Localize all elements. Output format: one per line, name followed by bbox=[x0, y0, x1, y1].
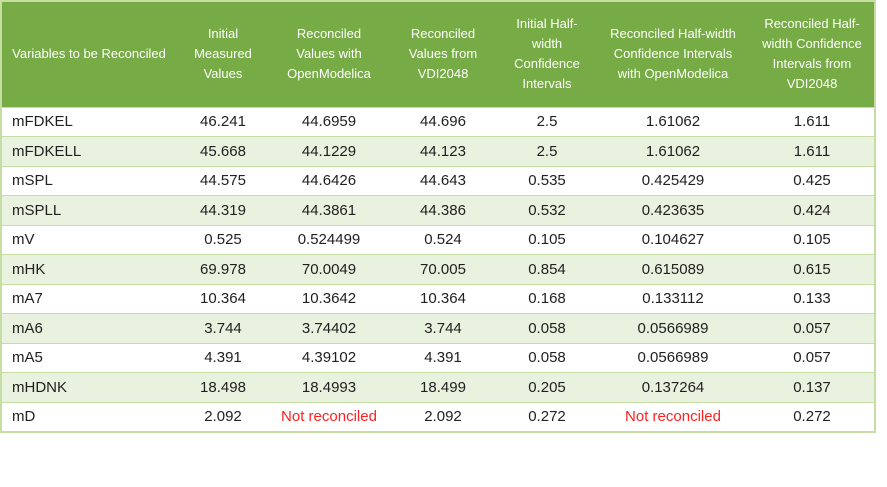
column-header-initial-measured: Initial Measured Values bbox=[176, 1, 270, 107]
value-cell: 0.137264 bbox=[596, 372, 750, 402]
value-cell: 0.423635 bbox=[596, 195, 750, 225]
value-cell: 0.532 bbox=[498, 195, 596, 225]
column-header-reconciled-vdi: Reconciled Values from VDI2048 bbox=[388, 1, 498, 107]
value-cell: 44.696 bbox=[388, 106, 498, 137]
value-cell: 0.105 bbox=[498, 224, 596, 255]
row-label-cell: mSPL bbox=[1, 165, 176, 196]
value-cell: 0.0566989 bbox=[596, 313, 750, 343]
value-cell: 0.205 bbox=[498, 372, 596, 402]
value-cell: 44.575 bbox=[176, 165, 270, 196]
value-cell: 10.364 bbox=[176, 283, 270, 314]
value-cell: 0.524499 bbox=[270, 224, 388, 255]
row-label-cell: mFDKELL bbox=[1, 136, 176, 166]
table-row: mSPL 44.575 44.6426 44.643 0.535 0.425429 0.42… bbox=[1, 165, 875, 196]
row-label-cell: mHK bbox=[1, 254, 176, 284]
value-cell: 18.499 bbox=[388, 372, 498, 402]
value-cell: 44.6959 bbox=[270, 106, 388, 137]
column-header-reconciled-om: Reconciled Values with OpenModelica bbox=[270, 1, 388, 107]
value-cell: 44.6426 bbox=[270, 165, 388, 196]
value-cell: 0.104627 bbox=[596, 224, 750, 255]
value-cell: 44.386 bbox=[388, 195, 498, 225]
value-cell: 70.005 bbox=[388, 254, 498, 284]
value-cell: 44.123 bbox=[388, 136, 498, 166]
value-cell: Not reconciled bbox=[270, 401, 388, 432]
value-cell: 1.611 bbox=[750, 136, 875, 166]
value-cell: 2.5 bbox=[498, 106, 596, 137]
value-cell: 0.854 bbox=[498, 254, 596, 284]
value-cell: 70.0049 bbox=[270, 254, 388, 284]
row-label-cell: mFDKEL bbox=[1, 106, 176, 137]
value-cell: 0.615089 bbox=[596, 254, 750, 284]
table-row: mA5 4.391 4.39102 4.391 0.058 0.0566989 0.057 bbox=[1, 342, 875, 373]
value-cell: 0.133 bbox=[750, 283, 875, 314]
value-cell: 1.611 bbox=[750, 106, 875, 137]
column-header-halfwidth-vdi: Reconciled Half-width Confidence Interva… bbox=[750, 1, 875, 107]
reconciliation-table: Variables to be Reconciled Initial Measu… bbox=[0, 0, 876, 433]
value-cell: 0.525 bbox=[176, 224, 270, 255]
value-cell: 0.272 bbox=[498, 401, 596, 432]
value-cell: 1.61062 bbox=[596, 106, 750, 137]
value-cell: 3.744 bbox=[388, 313, 498, 343]
row-label-cell: mSPLL bbox=[1, 195, 176, 225]
value-cell: 2.5 bbox=[498, 136, 596, 166]
value-cell: 3.744 bbox=[176, 313, 270, 343]
row-label-cell: mA5 bbox=[1, 342, 176, 373]
value-cell: 0.137 bbox=[750, 372, 875, 402]
value-cell: 4.391 bbox=[176, 342, 270, 373]
row-label-cell: mV bbox=[1, 224, 176, 255]
value-cell: 10.364 bbox=[388, 283, 498, 314]
value-cell: 0.105 bbox=[750, 224, 875, 255]
value-cell: 0.424 bbox=[750, 195, 875, 225]
value-cell: 18.4993 bbox=[270, 372, 388, 402]
table-row: mHDNK 18.498 18.4993 18.499 0.205 0.137264 0.1… bbox=[1, 372, 875, 402]
value-cell: 0.0566989 bbox=[596, 342, 750, 373]
value-cell: 3.74402 bbox=[270, 313, 388, 343]
row-label-cell: mA7 bbox=[1, 283, 176, 314]
value-cell: 10.3642 bbox=[270, 283, 388, 314]
value-cell: 0.168 bbox=[498, 283, 596, 314]
value-cell: 0.615 bbox=[750, 254, 875, 284]
value-cell: 2.092 bbox=[388, 401, 498, 432]
value-cell: 4.391 bbox=[388, 342, 498, 373]
row-label-cell: mHDNK bbox=[1, 372, 176, 402]
value-cell: 0.058 bbox=[498, 342, 596, 373]
column-header-initial-halfwidth: Initial Half-width Confidence Intervals bbox=[498, 1, 596, 107]
value-cell: 45.668 bbox=[176, 136, 270, 166]
table-row: mHK 69.978 70.0049 70.005 0.854 0.615089 0.615 bbox=[1, 254, 875, 284]
table-header-row: Variables to be Reconciled Initial Measu… bbox=[1, 1, 875, 107]
value-cell: 44.643 bbox=[388, 165, 498, 196]
value-cell: 46.241 bbox=[176, 106, 270, 137]
value-cell: 69.978 bbox=[176, 254, 270, 284]
column-header-halfwidth-om: Reconciled Half-width Confidence Interva… bbox=[596, 1, 750, 107]
value-cell: 0.058 bbox=[498, 313, 596, 343]
value-cell: 44.319 bbox=[176, 195, 270, 225]
table-row: mA6 3.744 3.74402 3.744 0.058 0.0566989 0.057 bbox=[1, 313, 875, 343]
table-row: mSPLL 44.319 44.3861 44.386 0.532 0.423635 0.4… bbox=[1, 195, 875, 225]
table-row: mA7 10.364 10.3642 10.364 0.168 0.133112 0.133 bbox=[1, 283, 875, 314]
table-row: mFDKEL 46.241 44.6959 44.696 2.5 1.61062 1.611 bbox=[1, 106, 875, 137]
table-row: mV 0.525 0.524499 0.524 0.105 0.104627 0.105 bbox=[1, 224, 875, 255]
value-cell: 0.057 bbox=[750, 342, 875, 373]
value-cell: 0.272 bbox=[750, 401, 875, 432]
value-cell: 0.524 bbox=[388, 224, 498, 255]
row-label-cell: mD bbox=[1, 401, 176, 432]
value-cell: 1.61062 bbox=[596, 136, 750, 166]
value-cell: 2.092 bbox=[176, 401, 270, 432]
row-label-cell: mA6 bbox=[1, 313, 176, 343]
value-cell: 0.425429 bbox=[596, 165, 750, 196]
value-cell: 44.3861 bbox=[270, 195, 388, 225]
value-cell: Not reconciled bbox=[596, 401, 750, 432]
value-cell: 0.057 bbox=[750, 313, 875, 343]
value-cell: 0.133112 bbox=[596, 283, 750, 314]
value-cell: 4.39102 bbox=[270, 342, 388, 373]
value-cell: 0.535 bbox=[498, 165, 596, 196]
value-cell: 0.425 bbox=[750, 165, 875, 196]
column-header-variables: Variables to be Reconciled bbox=[1, 1, 176, 107]
table-row: mFDKELL 45.668 44.1229 44.123 2.5 1.61062 1.61… bbox=[1, 136, 875, 166]
value-cell: 44.1229 bbox=[270, 136, 388, 166]
table-row: mD 2.092 Not reconciled 2.092 0.272 Not recon… bbox=[1, 401, 875, 432]
value-cell: 18.498 bbox=[176, 372, 270, 402]
